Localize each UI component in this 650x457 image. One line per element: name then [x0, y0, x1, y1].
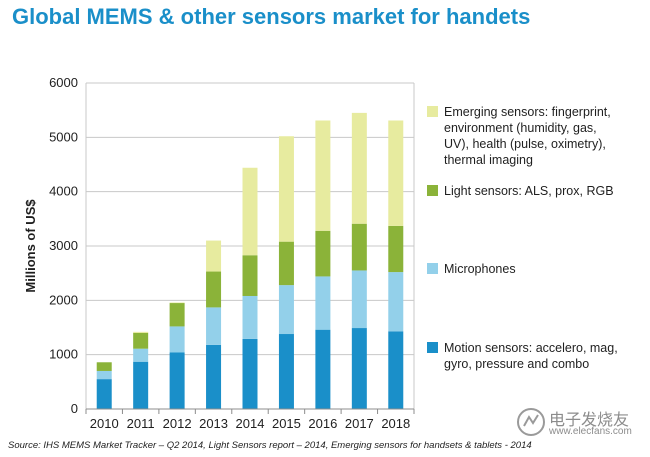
bars	[96, 112, 404, 409]
x-tick-label: 2018	[381, 416, 410, 431]
watermark-text: 电子发烧友	[549, 410, 630, 429]
y-tick-label: 2000	[49, 292, 78, 307]
legend-swatch	[427, 106, 438, 117]
y-axis-title: Millions of US$	[23, 199, 38, 293]
bar-segment	[169, 352, 185, 409]
legend-label: Emerging sensors: fingerprint,	[444, 105, 611, 119]
bar-segment	[315, 120, 331, 231]
x-tick-label: 2014	[236, 416, 265, 431]
y-tick-label: 6000	[49, 75, 78, 90]
bar-segment	[133, 361, 149, 409]
y-tick-label: 3000	[49, 238, 78, 253]
chart-title: Global MEMS & other sensors market for h…	[12, 4, 531, 29]
bar-segment	[133, 332, 149, 349]
bar-segment	[278, 136, 294, 242]
bar-segment	[388, 225, 404, 273]
legend-label: Light sensors: ALS, prox, RGB	[444, 184, 614, 198]
bar-segment	[96, 362, 112, 371]
bar-segment	[169, 302, 185, 304]
legend-swatch	[427, 185, 438, 196]
y-tick-label: 0	[71, 401, 78, 416]
bar-segment	[242, 167, 258, 256]
legend-swatch	[427, 342, 438, 353]
bar-segment	[278, 334, 294, 409]
watermark-logo-icon	[517, 408, 545, 436]
bar-segment	[315, 230, 331, 277]
bar-segment	[278, 241, 294, 286]
legend-label: gyro, pressure and combo	[444, 357, 589, 371]
watermark-url: www.elecfans.com	[549, 426, 632, 437]
watermark: 电子发烧友 www.elecfans.com	[515, 404, 645, 440]
x-tick-label: 2016	[308, 416, 337, 431]
bar-segment	[351, 112, 367, 224]
y-tick-label: 1000	[49, 347, 78, 362]
legend: Emerging sensors: fingerprint, environmen…	[427, 105, 618, 371]
legend-label: Motion sensors: accelero, mag,	[444, 341, 618, 355]
y-tick-label: 4000	[49, 184, 78, 199]
y-tick-label: 5000	[49, 129, 78, 144]
bar-segment	[242, 295, 258, 339]
x-tick-label: 2011	[127, 416, 155, 431]
bar-segment	[206, 344, 222, 409]
x-tick-label: 2012	[163, 416, 192, 431]
axes: 0 1000 2000 3000 4000 5000 6000 Millions of US$…	[23, 75, 415, 431]
legend-label: environment (humidity, gas,	[444, 121, 597, 135]
legend-label: thermal imaging	[444, 153, 533, 167]
bar-segment	[133, 348, 149, 362]
legend-swatch	[427, 263, 438, 274]
legend-label: Microphones	[444, 262, 516, 276]
bar-segment	[96, 370, 112, 380]
bar-segment	[206, 271, 222, 308]
bar-segment	[96, 379, 112, 409]
bar-segment	[278, 285, 294, 335]
bar-segment	[206, 240, 222, 272]
x-tick-label: 2017	[345, 416, 374, 431]
bar-segment	[315, 329, 331, 409]
bar-segment	[351, 270, 367, 329]
bar-segment	[388, 120, 404, 226]
bar-segment	[388, 331, 404, 409]
bar-segment	[351, 223, 367, 271]
bar-segment	[242, 255, 258, 296]
x-tick-label: 2010	[90, 416, 119, 431]
x-tick-label: 2015	[272, 416, 301, 431]
bar-segment	[133, 331, 149, 333]
bar-segment	[169, 326, 185, 353]
source-note: Source: IHS MEMS Market Tracker – Q2 201…	[8, 440, 532, 451]
legend-label: UV), health (pulse, oximetry),	[444, 137, 606, 151]
bar-segment	[169, 303, 185, 327]
x-tick-label: 2013	[199, 416, 228, 431]
bar-segment	[242, 338, 258, 409]
bar-segment	[206, 307, 222, 345]
bar-segment	[388, 272, 404, 332]
bar-segment	[315, 276, 331, 330]
bar-segment	[351, 328, 367, 409]
